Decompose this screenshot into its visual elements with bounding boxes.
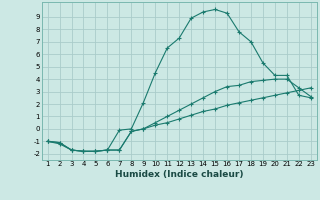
X-axis label: Humidex (Indice chaleur): Humidex (Indice chaleur) xyxy=(115,170,244,179)
